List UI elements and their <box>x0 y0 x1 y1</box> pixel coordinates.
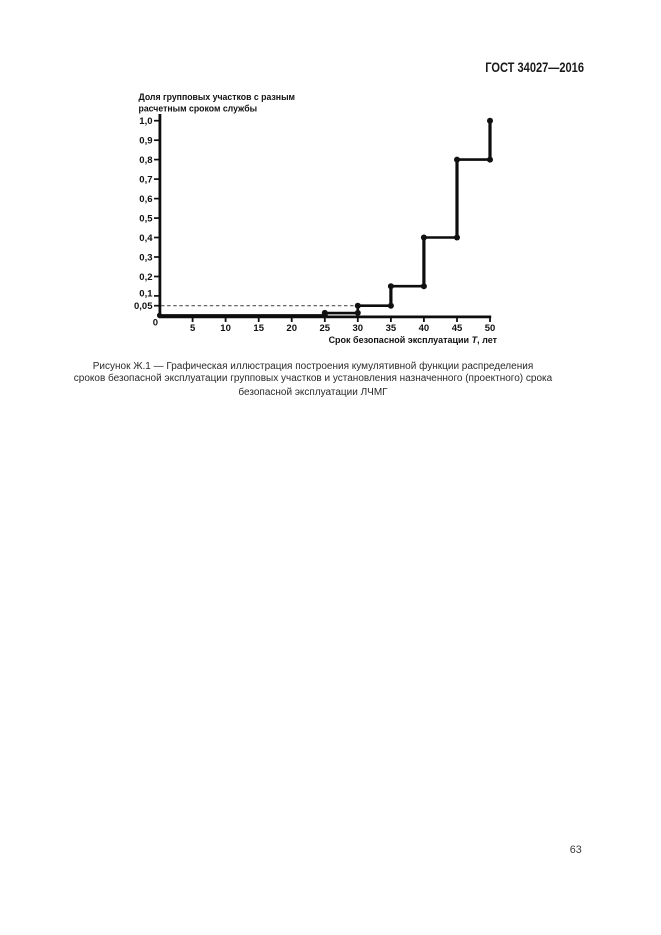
svg-text:40: 40 <box>419 323 430 334</box>
svg-text:0,05: 0,05 <box>134 301 153 312</box>
svg-text:Срок безопасной эксплуатации Т: Срок безопасной эксплуатации Т, лет <box>329 335 498 345</box>
svg-text:0,4: 0,4 <box>139 233 153 244</box>
svg-text:1,0: 1,0 <box>139 116 152 127</box>
svg-text:30: 30 <box>353 323 364 334</box>
svg-text:0,6: 0,6 <box>139 194 152 205</box>
svg-text:Доля групповых участков с разн: Доля групповых участков с разным <box>139 92 295 102</box>
svg-text:35: 35 <box>386 323 397 334</box>
svg-text:0,8: 0,8 <box>139 155 152 166</box>
svg-text:10: 10 <box>220 323 231 334</box>
svg-text:50: 50 <box>485 323 496 334</box>
svg-text:25: 25 <box>320 323 331 334</box>
svg-text:20: 20 <box>286 323 297 334</box>
svg-text:15: 15 <box>253 323 264 334</box>
svg-text:0,3: 0,3 <box>139 252 152 263</box>
svg-text:45: 45 <box>452 323 463 334</box>
svg-text:0,2: 0,2 <box>139 272 152 283</box>
svg-text:0,1: 0,1 <box>139 289 153 300</box>
svg-text:0: 0 <box>153 318 158 329</box>
svg-text:0,7: 0,7 <box>139 175 152 186</box>
svg-text:5: 5 <box>190 323 196 334</box>
svg-text:0,5: 0,5 <box>139 214 153 225</box>
svg-text:расчетным сроком службы: расчетным сроком службы <box>139 103 258 113</box>
svg-text:0,9: 0,9 <box>139 136 152 147</box>
